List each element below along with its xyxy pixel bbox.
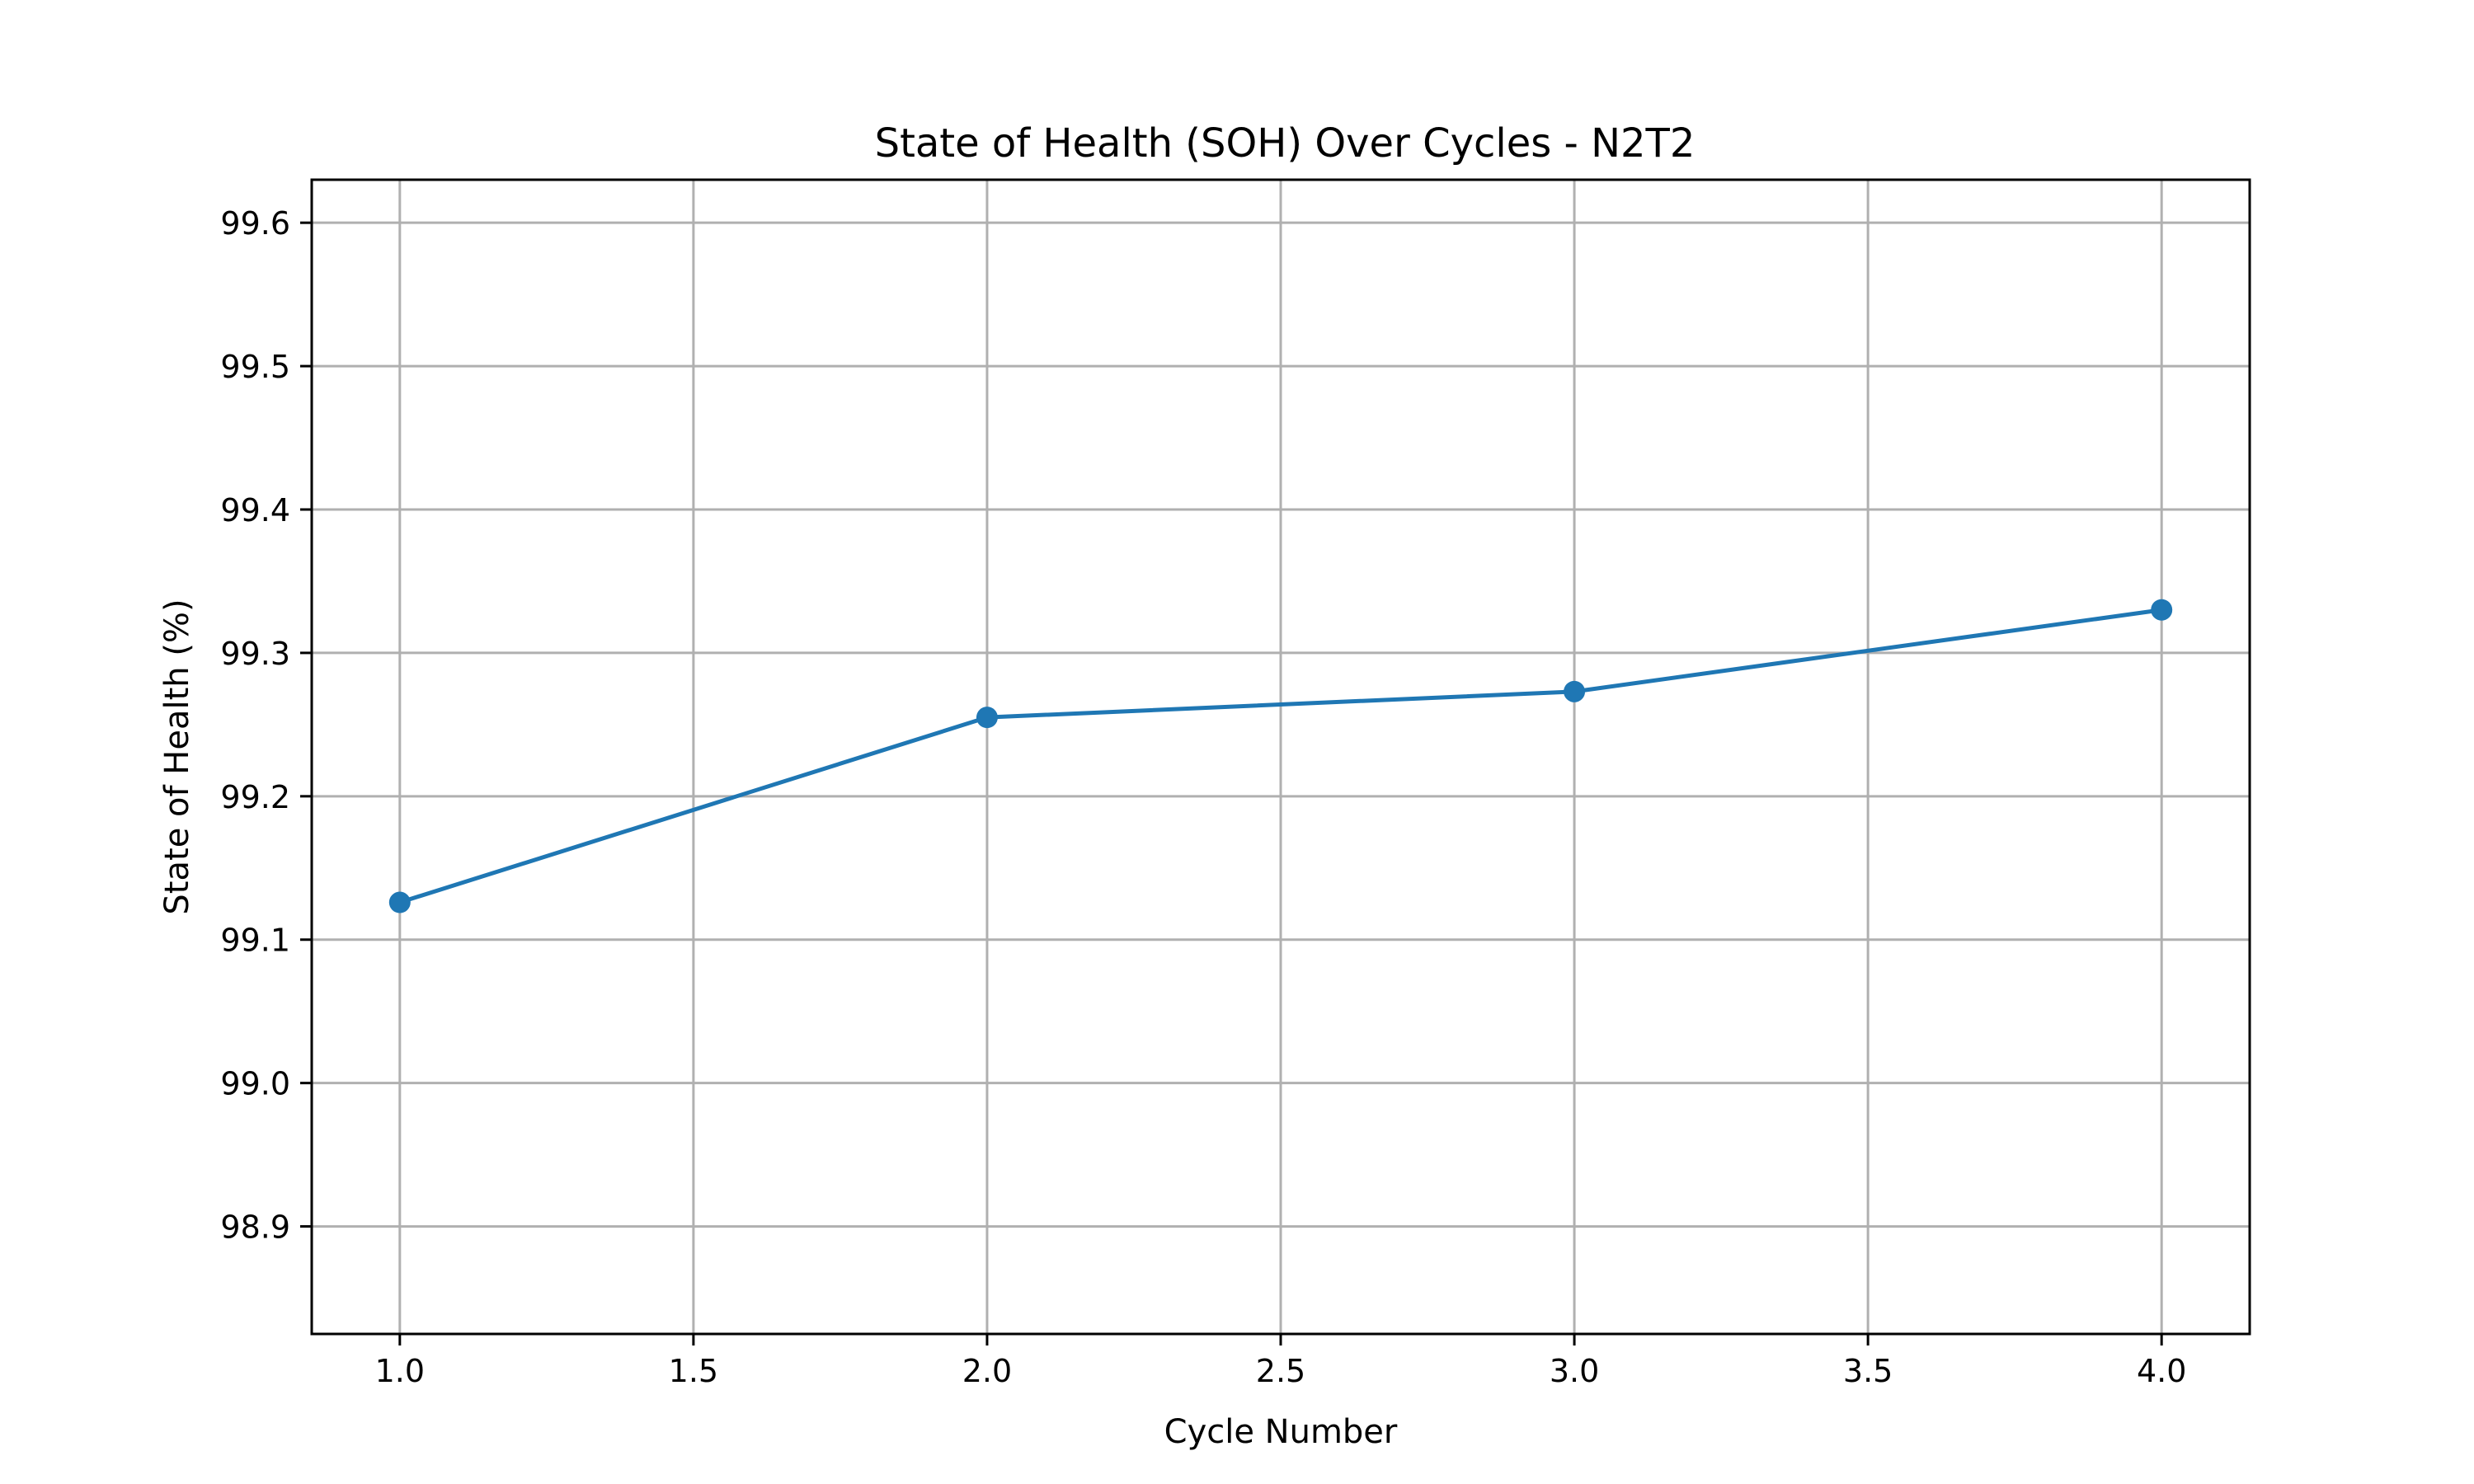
y-tick-label: 99.2 [220,779,290,815]
y-tick-label: 99.6 [220,205,290,242]
data-point-marker [388,891,411,913]
chart-title: State of Health (SOH) Over Cycles - N2T2 [875,120,1696,167]
data-point-marker [2151,599,2173,621]
x-tick-label: 4.0 [2137,1353,2186,1389]
x-tick-label: 2.0 [962,1353,1012,1389]
y-tick-label: 99.3 [220,636,290,672]
axis-ticks: 1.0 1.5 2.0 2.5 3.0 3.5 4.0 98.9 99.0 99.1 99.2 99.… [220,205,2186,1389]
series-layer [388,599,2173,913]
y-tick-label: 99.0 [220,1066,290,1102]
y-tick-label: 99.4 [220,492,290,528]
x-tick-label: 1.5 [669,1353,718,1389]
x-tick-label: 1.0 [375,1353,425,1389]
x-tick-label: 3.5 [1843,1353,1893,1389]
y-tick-label: 99.1 [220,923,290,959]
y-axis-label: State of Health (%) [158,599,196,914]
series-line [397,608,2164,905]
x-axis-label: Cycle Number [1164,1413,1398,1451]
y-tick-label: 99.5 [220,349,290,385]
data-point-marker [1564,680,1586,702]
y-tick-label: 98.9 [220,1209,290,1246]
x-tick-label: 3.0 [1550,1353,1599,1389]
grid-lines [312,180,2250,1334]
x-tick-label: 2.5 [1256,1353,1305,1389]
data-point-marker [976,707,998,729]
